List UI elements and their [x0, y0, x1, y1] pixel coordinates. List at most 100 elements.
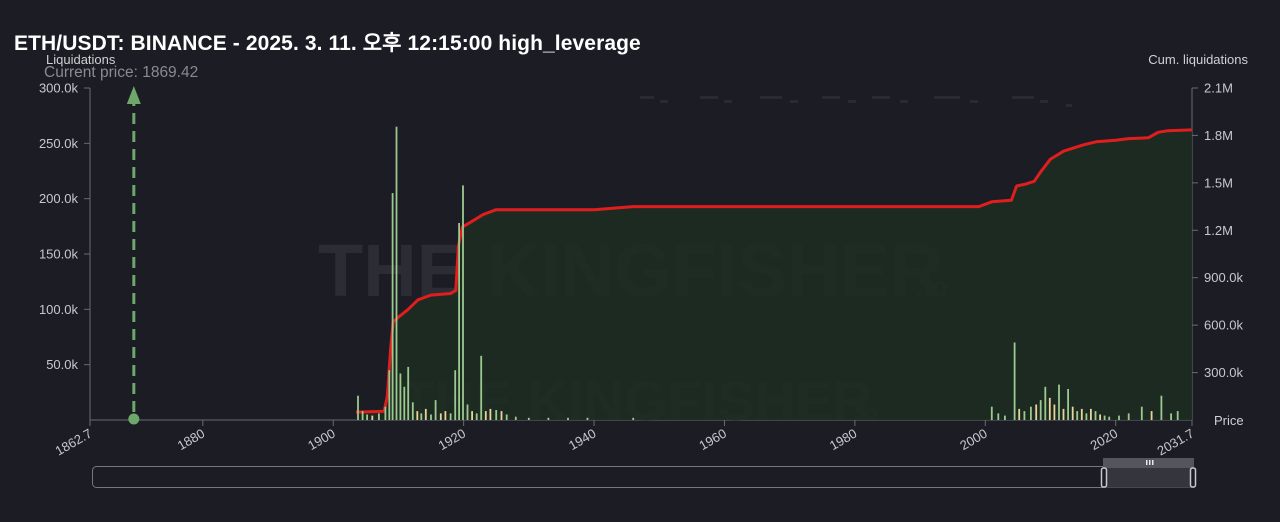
- liquidation-bar: [462, 185, 464, 420]
- x-tick-label: 1880: [175, 426, 208, 453]
- liquidation-bar: [1170, 413, 1172, 420]
- liquidation-bar: [1090, 408, 1092, 420]
- left-tick-label: 200.0k: [39, 191, 79, 206]
- liquidation-bar: [1103, 415, 1106, 420]
- liquidation-bar: [1062, 408, 1065, 420]
- liquidation-bar: [527, 417, 530, 420]
- chart-title: ETH/USDT: BINANCE - 2025. 3. 11. 오후 12:1…: [14, 32, 641, 55]
- liquidation-bar: [1150, 411, 1153, 420]
- liquidation-bar: [391, 193, 394, 420]
- liquidation-bar: [403, 386, 406, 420]
- right-tick-label: 600.0k: [1204, 318, 1244, 333]
- range-slider[interactable]: [92, 458, 1197, 488]
- liquidation-bar: [371, 415, 374, 420]
- left-tick-label: 300.0k: [39, 81, 79, 96]
- liquidation-bar: [471, 411, 473, 420]
- right-tick-label: 1.5M: [1204, 175, 1233, 190]
- left-tick-label: 100.0k: [39, 302, 79, 317]
- x-tick-label: 1900: [305, 426, 338, 453]
- liquidation-bar: [466, 404, 469, 420]
- liquidation-bar: [1099, 414, 1101, 420]
- cumulative-layer: [355, 128, 1193, 420]
- right-tick-label: 1.2M: [1204, 223, 1233, 238]
- liquidation-bar: [407, 366, 410, 420]
- liquidation-bar: [567, 417, 569, 420]
- right-tick-label: 900.0k: [1204, 270, 1244, 285]
- liquidation-bar: [1080, 408, 1083, 420]
- left-tick-label: 50.0k: [46, 357, 78, 372]
- right-tick-label: 2.1M: [1204, 81, 1233, 96]
- liquidation-bar: [1094, 411, 1097, 420]
- liquidation-bar: [1013, 342, 1016, 420]
- liquidation-bar: [395, 126, 398, 420]
- liquidation-bar: [458, 223, 460, 420]
- cumulative-area: [356, 129, 1192, 420]
- liquidation-bar: [1023, 411, 1026, 420]
- liquidation-bar: [475, 413, 478, 420]
- liquidation-bar: [1160, 395, 1163, 420]
- liquidation-bar: [1044, 386, 1047, 420]
- liquidation-bar: [480, 355, 483, 420]
- liquidation-bar: [1053, 404, 1056, 420]
- x-tick-label: 1862.7: [53, 426, 95, 459]
- liquidation-bar: [1067, 389, 1069, 420]
- liquidation-bar: [489, 408, 492, 420]
- current-price-dot: [128, 413, 140, 425]
- liquidation-bar: [505, 414, 508, 420]
- left-tick-label: 250.0k: [39, 136, 79, 151]
- right-tick-label: 1.8M: [1204, 128, 1233, 143]
- liquidation-bar: [1176, 411, 1179, 420]
- liquidation-bar: [1085, 413, 1088, 420]
- liquidation-bar: [1127, 413, 1130, 420]
- left-tick-label: 150.0k: [39, 247, 79, 262]
- liquidation-bar: [1030, 406, 1032, 420]
- liquidation-bar: [1035, 404, 1038, 420]
- liquidation-bar: [454, 370, 457, 420]
- liquidation-bar: [361, 411, 364, 420]
- liquidation-bar: [1048, 397, 1051, 420]
- liquidation-bar: [357, 395, 359, 420]
- liquidation-bar: [424, 408, 427, 420]
- liquidation-bar: [420, 413, 423, 420]
- liquidation-bar: [500, 411, 503, 420]
- current-price-label: Current price: 1869.42: [44, 64, 198, 81]
- liquidation-bar: [1039, 400, 1042, 420]
- slider-left-handle[interactable]: [1100, 467, 1108, 488]
- x-tick-label: 2020: [1088, 426, 1121, 453]
- liquidation-bar: [439, 413, 442, 420]
- cumulative-line: [355, 128, 1193, 414]
- current-price-arrow-icon: [126, 86, 141, 104]
- liquidation-bar: [434, 400, 437, 420]
- x-tick-label: 2000: [957, 426, 990, 453]
- liquidation-bar: [990, 406, 993, 420]
- faint-legend-dashes: [640, 96, 1072, 107]
- x-axis-title: Price: [1214, 413, 1244, 428]
- liquidation-bar: [1071, 406, 1074, 420]
- liquidation-bar: [997, 413, 1000, 420]
- slider-grip-icon: [1146, 460, 1154, 465]
- liquidation-bar: [388, 370, 391, 420]
- slider-grip-bar[interactable]: [1103, 458, 1194, 468]
- liquidation-bar: [1058, 384, 1060, 420]
- slider-right-handle[interactable]: [1189, 467, 1197, 488]
- liquidation-bar: [586, 417, 589, 420]
- slider-track[interactable]: [92, 466, 1195, 488]
- liquidation-bar: [1076, 411, 1079, 420]
- liquidation-bar: [632, 417, 635, 420]
- liquidation-bar: [547, 417, 550, 420]
- x-tick-label: 2031.7: [1155, 426, 1197, 459]
- liquidation-bar: [411, 402, 414, 420]
- liquidation-bar: [1108, 416, 1111, 420]
- liquidation-bar: [366, 414, 368, 420]
- liquidation-bar: [384, 406, 387, 420]
- right-tick-label: 300.0k: [1204, 365, 1244, 380]
- liquidation-bar: [444, 411, 447, 420]
- liquidation-bar: [1140, 406, 1143, 420]
- liquidation-bar: [495, 410, 498, 420]
- liquidation-bar: [1004, 415, 1006, 420]
- right-axis-title: Cum. liquidations: [1148, 52, 1248, 67]
- liquidation-bar: [449, 413, 452, 420]
- liquidation-bar: [416, 411, 419, 420]
- liquidation-bar: [430, 414, 432, 420]
